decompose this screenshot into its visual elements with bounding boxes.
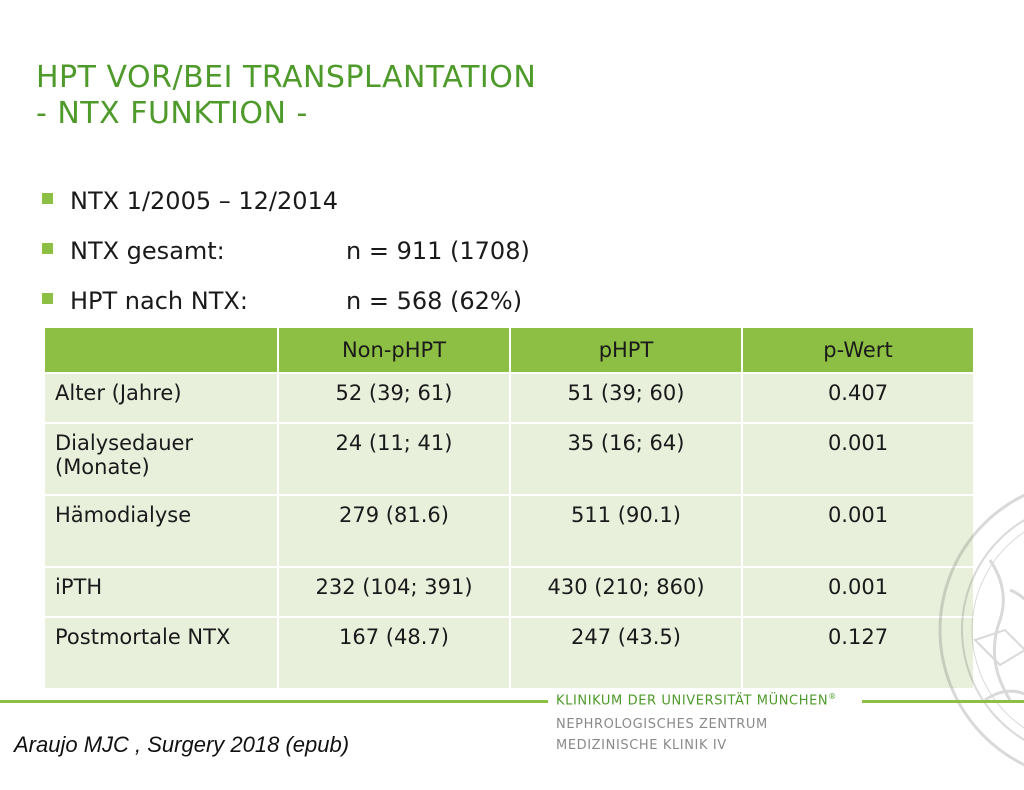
- header-cell-empty: [43, 326, 279, 374]
- row-label: Dialysedauer (Monate): [43, 422, 279, 496]
- bullet-label: HPT nach NTX:: [70, 287, 248, 315]
- table-row: iPTH 232 (104; 391) 430 (210; 860) 0.001: [43, 566, 975, 618]
- cell-phpt: 51 (39; 60): [509, 372, 743, 424]
- clinic-name: KLINIKUM DER UNIVERSITÄT MÜNCHEN®: [556, 692, 837, 708]
- cell-non-phpt: 52 (39; 61): [277, 372, 511, 424]
- title-line-1: HPT VOR/BEI TRANSPLANTATION: [36, 60, 537, 95]
- bullet-value: n = 911 (1708): [346, 237, 530, 265]
- bullet-list: NTX 1/2005 – 12/2014 NTX gesamt: n = 911…: [42, 176, 530, 326]
- row-label: Hämodialyse: [43, 494, 279, 568]
- bullet-label: NTX 1/2005 – 12/2014: [70, 187, 339, 215]
- cell-p-wert: 0.001: [741, 422, 975, 496]
- table-row: Postmortale NTX 167 (48.7) 247 (43.5) 0.…: [43, 616, 975, 690]
- header-cell-phpt: pHPT: [509, 326, 743, 374]
- row-label: Alter (Jahre): [43, 372, 279, 424]
- bullet-square-icon: [42, 242, 53, 254]
- bullet-value: n = 568 (62%): [346, 287, 523, 315]
- results-table: Non-pHPT pHPT p-Wert Alter (Jahre) 52 (3…: [43, 326, 975, 690]
- department-line-2: MEDIZINISCHE KLINIK IV: [556, 738, 727, 753]
- row-label: iPTH: [43, 566, 279, 618]
- bullet-square-icon: [42, 192, 53, 204]
- department-line-1: NEPHROLOGISCHES ZENTRUM: [556, 717, 768, 732]
- cell-p-wert: 0.001: [741, 566, 975, 618]
- cell-p-wert: 0.127: [741, 616, 975, 690]
- table-row: Hämodialyse 279 (81.6) 511 (90.1) 0.001: [43, 494, 975, 568]
- title-line-2: - NTX FUNKTION -: [36, 96, 308, 131]
- citation: Araujo MJC , Surgery 2018 (epub): [14, 732, 350, 757]
- footer-divider-right: [862, 700, 1024, 703]
- cell-non-phpt: 232 (104; 391): [277, 566, 511, 618]
- bullet-square-icon: [42, 292, 53, 304]
- row-label: Postmortale NTX: [43, 616, 279, 690]
- university-seal-icon: [938, 493, 1024, 767]
- table-row: Alter (Jahre) 52 (39; 61) 51 (39; 60) 0.…: [43, 372, 975, 424]
- footer-divider-left: [0, 700, 548, 703]
- cell-phpt: 35 (16; 64): [509, 422, 743, 496]
- header-cell-non-phpt: Non-pHPT: [277, 326, 511, 374]
- cell-phpt: 430 (210; 860): [509, 566, 743, 618]
- cell-phpt: 247 (43.5): [509, 616, 743, 690]
- table-row: Dialysedauer (Monate) 24 (11; 41) 35 (16…: [43, 422, 975, 496]
- cell-p-wert: 0.407: [741, 372, 975, 424]
- slide-title: HPT VOR/BEI TRANSPLANTATION - NTX FUNKTI…: [36, 60, 536, 132]
- bullet-item: NTX 1/2005 – 12/2014: [42, 176, 530, 226]
- cell-non-phpt: 167 (48.7): [277, 616, 511, 690]
- cell-non-phpt: 24 (11; 41): [277, 422, 511, 496]
- bullet-item: HPT nach NTX: n = 568 (62%): [42, 276, 530, 326]
- registered-mark: ®: [828, 692, 837, 701]
- clinic-name-text: KLINIKUM DER UNIVERSITÄT MÜNCHEN: [556, 693, 829, 709]
- bullet-item: NTX gesamt: n = 911 (1708): [42, 226, 530, 276]
- bullet-label: NTX gesamt:: [70, 237, 225, 265]
- cell-phpt: 511 (90.1): [509, 494, 743, 568]
- cell-non-phpt: 279 (81.6): [277, 494, 511, 568]
- cell-p-wert: 0.001: [741, 494, 975, 568]
- header-cell-p-wert: p-Wert: [741, 326, 975, 374]
- table-header-row: Non-pHPT pHPT p-Wert: [43, 326, 975, 374]
